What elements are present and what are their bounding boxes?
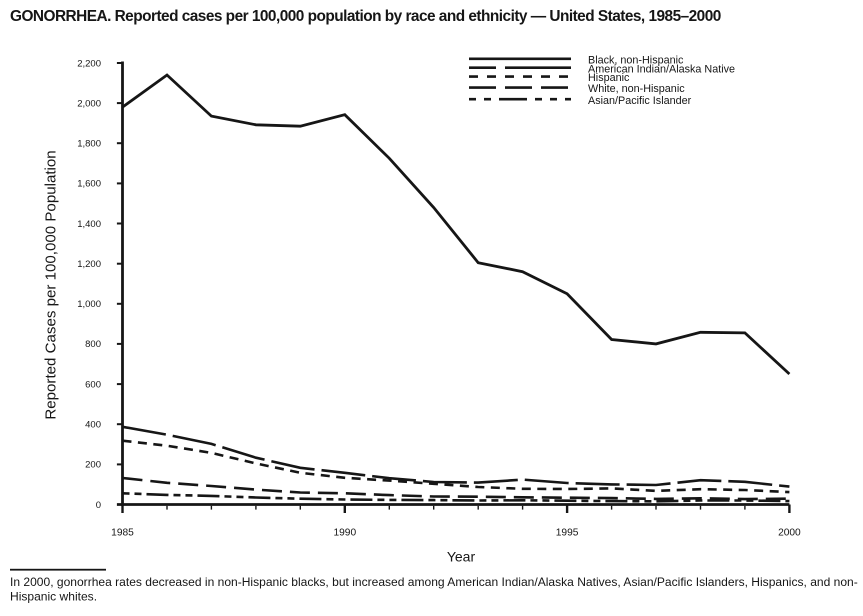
svg-text:Asian/Pacific Islander: Asian/Pacific Islander: [588, 95, 692, 107]
svg-text:2000: 2000: [778, 528, 801, 539]
svg-text:1,600: 1,600: [77, 179, 101, 190]
svg-text:800: 800: [85, 339, 101, 350]
svg-text:200: 200: [85, 460, 101, 471]
svg-text:1990: 1990: [333, 528, 356, 539]
svg-text:2,000: 2,000: [77, 98, 101, 109]
svg-text:In 2000, gonorrhea rates decre: In 2000, gonorrhea rates decreased in no…: [10, 575, 858, 589]
svg-text:Hispanic whites.: Hispanic whites.: [10, 590, 97, 604]
svg-text:2,200: 2,200: [77, 58, 101, 69]
svg-text:1985: 1985: [111, 528, 134, 539]
svg-text:Hispanic: Hispanic: [588, 72, 630, 84]
svg-text:600: 600: [85, 379, 101, 390]
svg-text:1,400: 1,400: [77, 219, 101, 230]
svg-text:1,800: 1,800: [77, 139, 101, 150]
svg-text:1,000: 1,000: [77, 299, 101, 310]
svg-text:1,200: 1,200: [77, 259, 101, 270]
svg-text:Reported Cases per 100,000 Pop: Reported Cases per 100,000 Population: [43, 150, 60, 419]
svg-text:1995: 1995: [556, 528, 579, 539]
svg-text:Year: Year: [447, 548, 476, 564]
svg-text:GONORRHEA. Reported cases per: GONORRHEA. Reported cases per 100,000 po…: [10, 8, 721, 25]
svg-text:Black, non-Hispanic: Black, non-Hispanic: [588, 54, 684, 66]
svg-text:American Indian/Alaska Native: American Indian/Alaska Native: [588, 63, 735, 75]
svg-text:400: 400: [85, 420, 101, 431]
svg-text:White, non-Hispanic: White, non-Hispanic: [588, 83, 685, 95]
svg-text:0: 0: [96, 500, 101, 511]
